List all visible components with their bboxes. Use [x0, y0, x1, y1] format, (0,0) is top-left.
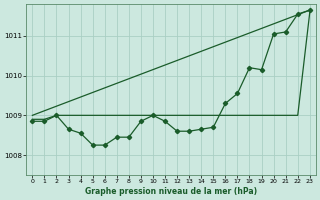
- X-axis label: Graphe pression niveau de la mer (hPa): Graphe pression niveau de la mer (hPa): [85, 187, 257, 196]
